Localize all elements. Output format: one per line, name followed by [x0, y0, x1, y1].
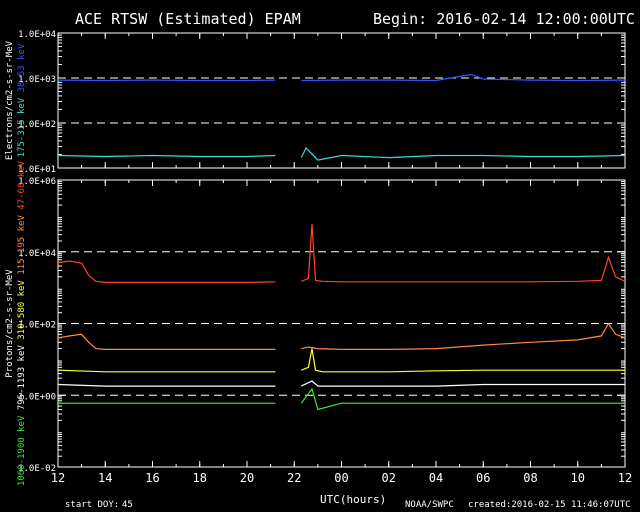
electrons-units-label: Electrons/cm2-s-sr-MeV	[5, 40, 15, 160]
electrons-frame	[57, 32, 626, 169]
protons-units-label: Protons/cm2-s-sr-MeV	[5, 269, 15, 378]
start-doy-label: start DOY:	[65, 500, 119, 510]
protons-panel: 1.0E-02 1.0E+00 1.0E+02 1.0E+04 1.0E+06 12 14 1…	[5, 160, 632, 486]
protons-ytick-label: 1.0E+06	[18, 177, 56, 187]
plot-title: ACE RTSW (Estimated) EPAM	[75, 10, 301, 28]
electrons-ytick-label: 1.0E+01	[18, 165, 56, 175]
x-tick-label: 10	[571, 471, 585, 485]
x-tick-label: 12	[51, 471, 65, 485]
x-tick-label: 18	[193, 471, 207, 485]
protons-ytick-label: 1.0E+02	[18, 321, 56, 331]
protons-series-line	[57, 369, 276, 373]
electrons-y-axis-label: 175-315 keV 38-53 keV	[17, 43, 27, 157]
x-tick-label: 22	[287, 471, 301, 485]
x-tick-label: 12	[618, 471, 632, 485]
protons-series-line	[57, 333, 276, 350]
begin-time: Begin: 2016-02-14 12:00:00UTC	[373, 10, 635, 28]
x-tick-label: 16	[145, 471, 159, 485]
protons-series-line	[301, 380, 625, 387]
x-tick-label: 20	[240, 471, 254, 485]
x-tick-label: 06	[476, 471, 490, 485]
electrons-ytick-label: 1.0E+02	[18, 120, 56, 130]
electrons-series-name: 38-53 keV	[17, 43, 27, 92]
protons-series-name: 795-1193 keV	[17, 340, 27, 410]
electrons-ytick-label: 1.0E+03	[18, 75, 56, 85]
electrons-series-line	[301, 73, 626, 82]
protons-series-name: 115-195 keV	[17, 210, 27, 275]
protons-series-line	[301, 322, 626, 350]
created-time: created:2016-02-15 11:46:07UTC	[468, 500, 631, 510]
electrons-series-line	[57, 154, 276, 158]
source-label: NOAA/SWPC	[405, 500, 454, 510]
x-tick-label: 14	[98, 471, 112, 485]
x-tick-label: 00	[334, 471, 348, 485]
protons-ytick-label: 1.0E+04	[18, 249, 56, 259]
x-axis-label: UTC(hours)	[320, 493, 386, 506]
protons-ytick-label: 1.0E+00	[18, 392, 56, 402]
protons-y-axis-label: 1060-1900 keV 795-1193 keV 310-580 keV 1…	[17, 160, 27, 486]
protons-ytick-label: 1.0E-02	[18, 464, 56, 474]
electrons-series-line	[300, 146, 626, 161]
electrons-panel: 1.0E+01 1.0E+02 1.0E+03 1.0E+04 175-315 keV …	[5, 30, 626, 175]
protons-series-name: 1060-1900 keV	[17, 410, 27, 486]
protons-series-line	[301, 223, 626, 283]
protons-series-line	[57, 383, 276, 387]
protons-series-line	[57, 260, 276, 283]
x-tick-label: 02	[382, 471, 396, 485]
protons-series-line	[300, 387, 625, 411]
protons-series-name: 47-68 keV	[17, 160, 27, 209]
protons-series-name: 310-580 keV	[17, 275, 27, 340]
protons-series-line	[301, 348, 625, 373]
electrons-series-name: 175-315 keV	[17, 92, 27, 157]
start-doy-value: 45	[122, 500, 133, 510]
x-tick-label: 04	[429, 471, 443, 485]
x-tick-label: 08	[523, 471, 537, 485]
electrons-ytick-label: 1.0E+04	[18, 30, 56, 40]
